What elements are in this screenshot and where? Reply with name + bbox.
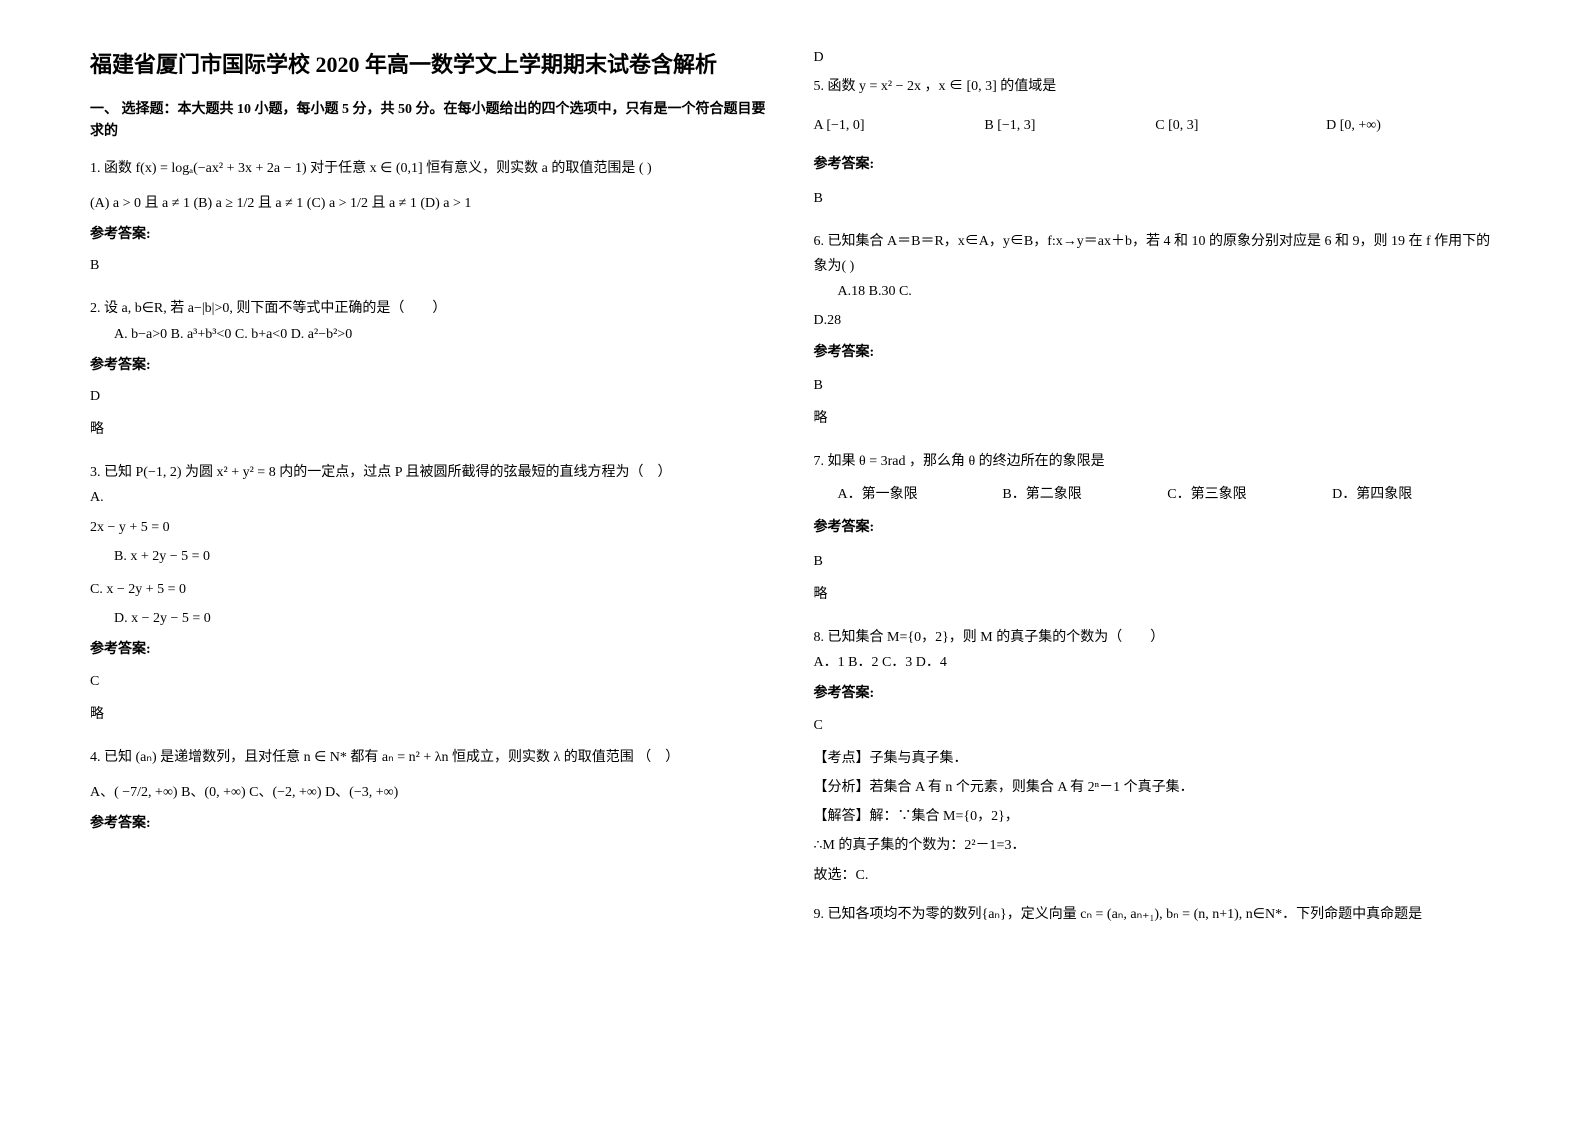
right-column: D 5. 函数 y = x² − 2x ，x ∈ [0, 3] 的值域是 A [… [814, 50, 1498, 1072]
q7-answer: B [814, 549, 1498, 574]
q8-options: A．1 B．2 C．3 D．4 [814, 650, 1498, 675]
question-7: 7. 如果 θ = 3rad ，那么角 θ 的终边所在的象限是 A．第一象限 B… [814, 449, 1498, 615]
q2-answer-label: 参考答案: [90, 353, 774, 378]
question-5: 5. 函数 y = x² − 2x ，x ∈ [0, 3] 的值域是 A [−1… [814, 74, 1498, 219]
q7-optA: A．第一象限 [814, 482, 1003, 507]
question-6: 6. 已知集合 A＝B＝R，x∈A，y∈B，f:x→y＝ax＋b，若 4 和 1… [814, 229, 1498, 439]
q8-answer: C [814, 713, 1498, 738]
q6-answer-label: 参考答案: [814, 340, 1498, 365]
q7-answer-label: 参考答案: [814, 515, 1498, 540]
question-8: 8. 已知集合 M={0，2}，则 M 的真子集的个数为（ ） A．1 B．2 … [814, 625, 1498, 892]
q1-answer: B [90, 253, 774, 278]
q5-optC: C [0, 3] [1155, 113, 1326, 138]
q5-answer-label: 参考答案: [814, 152, 1498, 177]
q5-stem: 5. 函数 y = x² − 2x ，x ∈ [0, 3] 的值域是 [814, 74, 1498, 99]
q7-note: 略 [814, 582, 1498, 607]
q3-answer-label: 参考答案: [90, 637, 774, 662]
q8-a5: 故选：C. [814, 863, 1498, 888]
q8-a2: 【分析】若集合 A 有 n 个元素，则集合 A 有 2ⁿ－1 个真子集． [814, 775, 1498, 800]
q3-optC: C. x − 2y + 5 = 0 [90, 577, 774, 602]
question-4: 4. 已知 (aₙ) 是递增数列，且对任意 n ∈ N* 都有 aₙ = n² … [90, 745, 774, 843]
q5-optD: D [0, +∞) [1326, 113, 1497, 138]
q2-note: 略 [90, 417, 774, 442]
q7-optB: B．第二象限 [1002, 482, 1167, 507]
question-9: 9. 已知各项均不为零的数列{aₙ}，定义向量 cₙ = (aₙ, aₙ₊₁),… [814, 902, 1498, 927]
q3-stem: 3. 已知 P(−1, 2) 为圆 x² + y² = 8 内的一定点，过点 P… [90, 460, 774, 485]
q3-optB: B. x + 2y − 5 = 0 [90, 544, 774, 569]
q5-answer: B [814, 186, 1498, 211]
q3-optA2: 2x − y + 5 = 0 [90, 515, 774, 540]
q6-answer: B [814, 373, 1498, 398]
q1-options: (A) a > 0 且 a ≠ 1 (B) a ≥ 1/2 且 a ≠ 1 (C… [90, 191, 774, 216]
q6-note: 略 [814, 406, 1498, 431]
q2-answer: D [90, 384, 774, 409]
q3-answer: C [90, 669, 774, 694]
q8-a4: ∴M 的真子集的个数为：2²－1=3． [814, 833, 1498, 858]
q3-optA: A. [90, 485, 774, 510]
q1-stem: 1. 函数 f(x) = logₐ(−ax² + 3x + 2a − 1) 对于… [90, 156, 774, 181]
q7-optD: D．第四象限 [1332, 482, 1497, 507]
q9-stem: 9. 已知各项均不为零的数列{aₙ}，定义向量 cₙ = (aₙ, aₙ₊₁),… [814, 902, 1498, 927]
q7-options: A．第一象限 B．第二象限 C．第三象限 D．第四象限 [814, 482, 1498, 507]
question-2: 2. 设 a, b∈R, 若 a−|b|>0, 则下面不等式中正确的是（ ） A… [90, 296, 774, 450]
left-column: 福建省厦门市国际学校 2020 年高一数学文上学期期末试卷含解析 一、 选择题：… [90, 50, 774, 1072]
section-header: 一、 选择题：本大题共 10 小题，每小题 5 分，共 50 分。在每小题给出的… [90, 99, 774, 144]
q1-answer-label: 参考答案: [90, 222, 774, 247]
q2-options: A. b−a>0 B. a³+b³<0 C. b+a<0 D. a²−b²>0 [90, 322, 774, 347]
page-title: 福建省厦门市国际学校 2020 年高一数学文上学期期末试卷含解析 [90, 50, 774, 81]
question-3: 3. 已知 P(−1, 2) 为圆 x² + y² = 8 内的一定点，过点 P… [90, 460, 774, 735]
q2-stem: 2. 设 a, b∈R, 若 a−|b|>0, 则下面不等式中正确的是（ ） [90, 296, 774, 321]
q4-answer-label: 参考答案: [90, 811, 774, 836]
q7-stem: 7. 如果 θ = 3rad ，那么角 θ 的终边所在的象限是 [814, 449, 1498, 474]
q8-stem: 8. 已知集合 M={0，2}，则 M 的真子集的个数为（ ） [814, 625, 1498, 650]
q5-optB: B [−1, 3] [984, 113, 1155, 138]
q8-answer-label: 参考答案: [814, 681, 1498, 706]
question-1: 1. 函数 f(x) = logₐ(−ax² + 3x + 2a − 1) 对于… [90, 156, 774, 287]
q6-stem: 6. 已知集合 A＝B＝R，x∈A，y∈B，f:x→y＝ax＋b，若 4 和 1… [814, 229, 1498, 279]
q6-options1: A.18 B.30 C. [814, 279, 1498, 304]
q7-optC: C．第三象限 [1167, 482, 1332, 507]
q3-optD: D. x − 2y − 5 = 0 [90, 606, 774, 631]
q4-answer: D [814, 50, 1498, 66]
q8-a1: 【考点】子集与真子集． [814, 746, 1498, 771]
q5-options: A [−1, 0] B [−1, 3] C [0, 3] D [0, +∞) [814, 113, 1498, 138]
q3-note: 略 [90, 702, 774, 727]
q8-a3: 【解答】解：∵集合 M={0，2}， [814, 804, 1498, 829]
q4-options: A、( −7/2, +∞) B、(0, +∞) C、(−2, +∞) D、(−3… [90, 780, 774, 805]
q6-options2: D.28 [814, 308, 1498, 333]
q5-optA: A [−1, 0] [814, 113, 985, 138]
q4-stem: 4. 已知 (aₙ) 是递增数列，且对任意 n ∈ N* 都有 aₙ = n² … [90, 745, 774, 770]
